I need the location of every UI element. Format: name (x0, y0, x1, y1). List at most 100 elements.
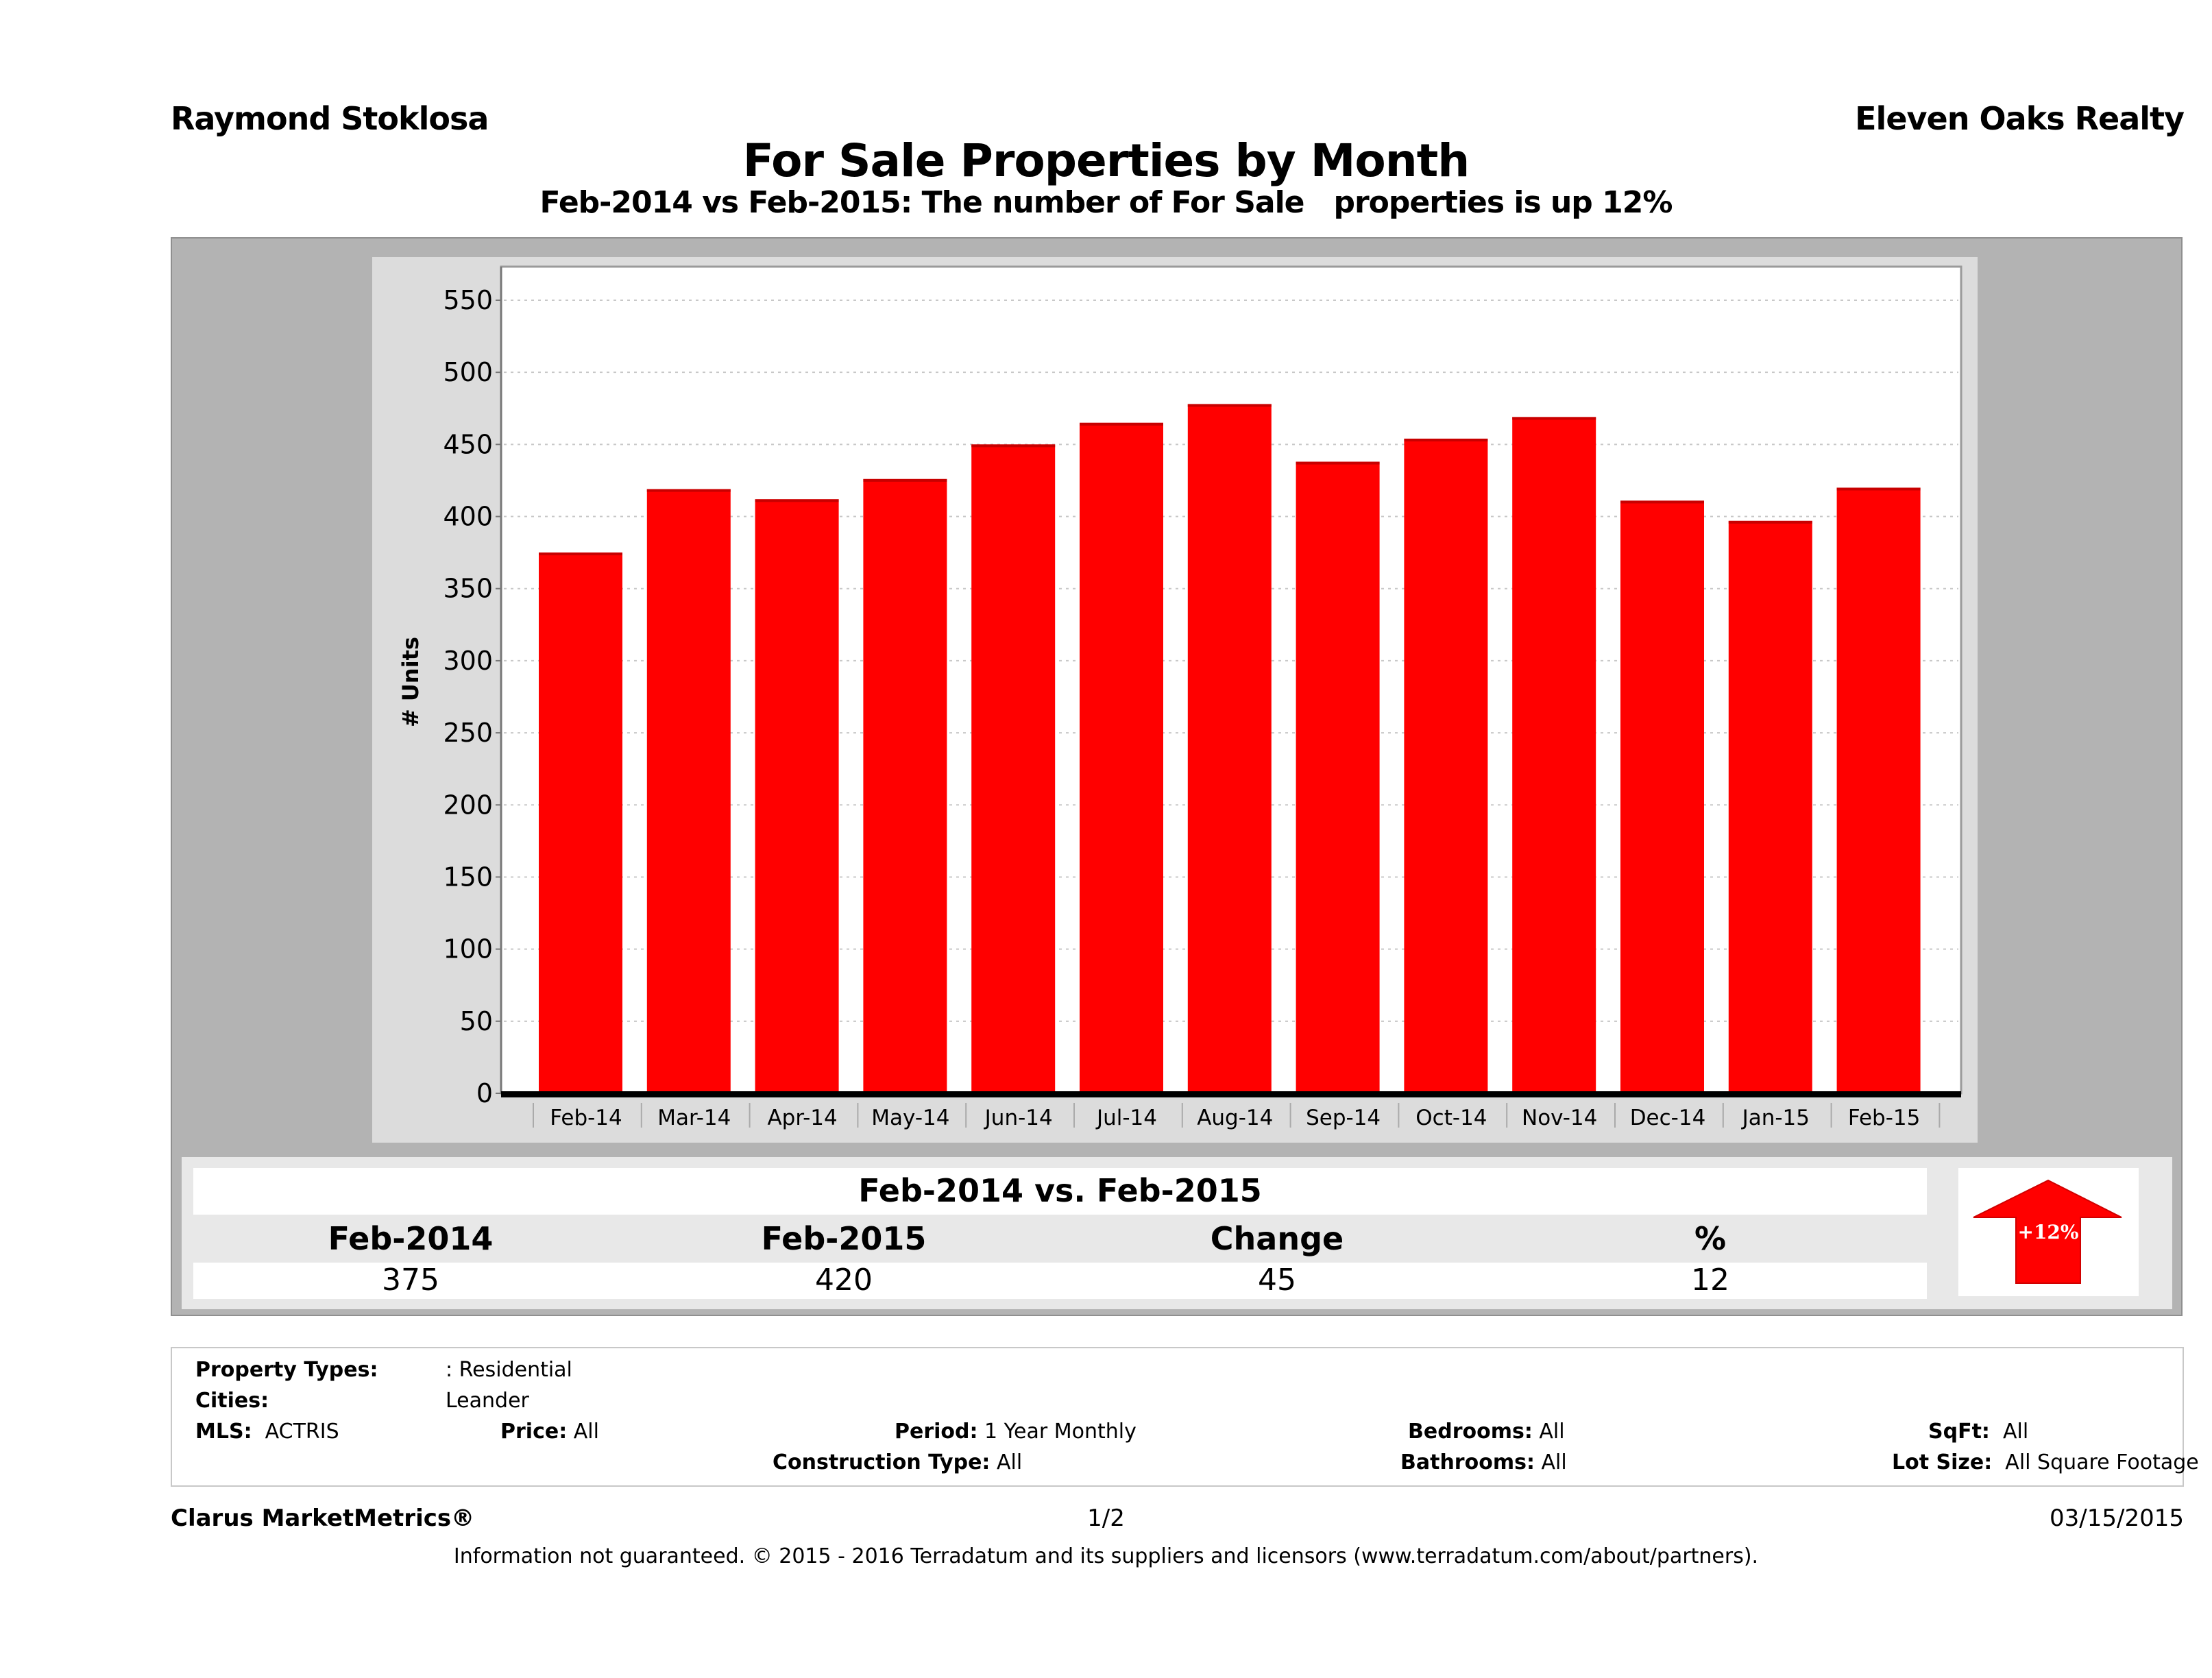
x-tick-label: Jun-14 (984, 1106, 1053, 1130)
bar-sep-14 (1296, 461, 1380, 1093)
y-tick-label: 250 (443, 718, 493, 748)
footer-date: 03/15/2015 (2050, 1505, 2184, 1532)
summary-value-feb-2015: 420 (815, 1263, 873, 1298)
y-tick-label: 350 (443, 574, 493, 604)
criteria-price-value: All (573, 1420, 599, 1444)
x-axis-line (501, 1091, 1961, 1097)
bar-cap (1836, 487, 1921, 491)
x-tick-label: May-14 (871, 1106, 949, 1130)
criteria-bathrooms-value: All (1541, 1450, 1567, 1474)
bar-aug-14 (1187, 404, 1272, 1093)
bar-jul-14 (1080, 422, 1163, 1093)
bar-mar-14 (646, 489, 731, 1093)
y-axis: 0 50 100 150 200 250 300 350 400 450 500 550 (443, 267, 502, 1108)
x-tick-label: Apr-14 (767, 1106, 837, 1130)
y-tick-label: 100 (443, 934, 493, 964)
criteria-construction: Construction Type: All (773, 1450, 1023, 1474)
up-arrow-icon: +12% (1973, 1179, 2122, 1284)
change-badge-label: +12% (2017, 1221, 2078, 1243)
y-tick-label: 200 (443, 790, 493, 820)
y-tick-label: 450 (443, 429, 493, 459)
summary-header-change: Change (1210, 1220, 1344, 1257)
y-tick-label: 150 (443, 862, 493, 892)
y-axis-label: # Units (398, 637, 424, 727)
x-tick-label: Nov-14 (1522, 1106, 1597, 1130)
bar-may-14 (863, 478, 947, 1093)
bar-cap (1296, 461, 1380, 465)
criteria-mls: MLS: ACTRIS (195, 1420, 339, 1444)
footer-product: Clarus MarketMetrics® (171, 1505, 475, 1532)
y-tick-label: 300 (443, 646, 493, 676)
criteria-cities-label: Cities: (195, 1389, 269, 1413)
bar-cap (646, 489, 731, 492)
y-tick-label: 550 (443, 285, 493, 315)
bar-cap (1187, 404, 1272, 407)
criteria-lot-size-value: All Square Footage (2005, 1450, 2199, 1474)
x-tick-label: Jul-14 (1095, 1106, 1157, 1130)
criteria-construction-value: All (996, 1450, 1023, 1474)
criteria-property-types-value: : Residential (446, 1358, 572, 1382)
agent-name: Raymond Stoklosa (171, 100, 489, 137)
bar-dec-14 (1620, 500, 1704, 1093)
bar-cap (1404, 438, 1488, 441)
summary-value-feb-2014: 375 (382, 1263, 439, 1298)
footer-page-number: 1/2 (1087, 1505, 1125, 1532)
bar-nov-14 (1512, 417, 1596, 1093)
bar-cap (971, 444, 1056, 448)
change-badge: +12% (1958, 1168, 2139, 1296)
bar-oct-14 (1404, 438, 1488, 1093)
report-title: For Sale Properties by Month (742, 134, 1470, 187)
bar-feb-15 (1836, 487, 1921, 1093)
criteria-lot-size: Lot Size: All Square Footage (1892, 1450, 2199, 1474)
bar-feb-14 (539, 552, 622, 1093)
x-tick-label: Feb-15 (1848, 1106, 1921, 1130)
bar-jun-14 (971, 444, 1056, 1093)
criteria-period-value: 1 Year Monthly (984, 1420, 1137, 1444)
x-tick-label: Feb-14 (550, 1106, 622, 1130)
y-tick-label: 0 (476, 1078, 493, 1108)
x-tick-label: Oct-14 (1415, 1106, 1487, 1130)
criteria-bedrooms: Bedrooms: All (1408, 1420, 1565, 1444)
bar-cap (1728, 520, 1812, 524)
criteria-price: Price: All (500, 1420, 599, 1444)
bar-cap (863, 478, 947, 482)
bar-cap (755, 499, 839, 502)
bar-cap (1512, 417, 1596, 420)
summary-value-change: 45 (1258, 1263, 1296, 1298)
x-axis: Feb-14 Mar-14 Apr-14 May-14 Jun-14 Jul-14 Aug-… (501, 1091, 1961, 1130)
summary-value-percent: 12 (1691, 1263, 1729, 1298)
criteria-bedrooms-value: All (1539, 1420, 1565, 1444)
y-tick-label: 400 (443, 502, 493, 532)
brokerage-name: Eleven Oaks Realty (1855, 100, 2185, 137)
criteria-period: Period: 1 Year Monthly (895, 1420, 1137, 1444)
criteria-property-types-label: Property Types: (195, 1358, 378, 1382)
bar-cap (1080, 422, 1163, 426)
summary-values-band (193, 1263, 1927, 1299)
bar-jan-15 (1728, 520, 1812, 1093)
footer-disclaimer: Information not guaranteed. © 2015 - 201… (453, 1544, 1759, 1568)
bar-cap (1620, 500, 1704, 504)
y-tick-label: 500 (443, 357, 493, 387)
summary-title-band (193, 1168, 1927, 1215)
criteria-bathrooms: Bathrooms: All (1400, 1450, 1567, 1474)
y-tick-label: 50 (460, 1006, 493, 1036)
bar-cap (539, 552, 622, 556)
x-tick-label: Sep-14 (1306, 1106, 1381, 1130)
report-subtitle: Feb-2014 vs Feb-2015: The number of For … (539, 185, 1673, 220)
summary-header-feb-2015: Feb-2015 (761, 1220, 927, 1257)
criteria-sqft: SqFt: All (1928, 1420, 2029, 1444)
summary-header-feb-2014: Feb-2014 (328, 1220, 494, 1257)
criteria-sqft-value: All (2003, 1420, 2029, 1444)
summary-header-percent: % (1694, 1220, 1727, 1257)
bar-apr-14 (755, 499, 839, 1093)
x-tick-label: Mar-14 (657, 1106, 731, 1130)
bars (539, 404, 1921, 1093)
x-tick-label: Dec-14 (1630, 1106, 1706, 1130)
summary-title: Feb-2014 vs. Feb-2015 (858, 1172, 1262, 1209)
criteria-cities-value: Leander (446, 1389, 529, 1413)
criteria-box (171, 1347, 2184, 1487)
x-tick-label: Jan-15 (1741, 1106, 1810, 1130)
x-tick-label: Aug-14 (1197, 1106, 1273, 1130)
criteria-mls-value: ACTRIS (265, 1420, 339, 1444)
